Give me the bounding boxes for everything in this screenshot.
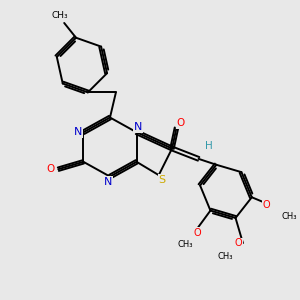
Text: O: O (235, 238, 242, 248)
Text: O: O (263, 200, 270, 210)
Text: O: O (47, 164, 55, 174)
Text: S: S (158, 175, 165, 184)
Text: N: N (74, 127, 82, 137)
Text: CH₃: CH₃ (218, 252, 233, 261)
Text: N: N (134, 122, 142, 132)
Text: CH₃: CH₃ (281, 212, 297, 221)
Text: H: H (205, 141, 213, 151)
Text: N: N (104, 177, 113, 187)
Text: O: O (177, 118, 185, 128)
Text: CH₃: CH₃ (178, 240, 193, 249)
Text: CH₃: CH₃ (52, 11, 68, 20)
Text: O: O (193, 228, 201, 238)
